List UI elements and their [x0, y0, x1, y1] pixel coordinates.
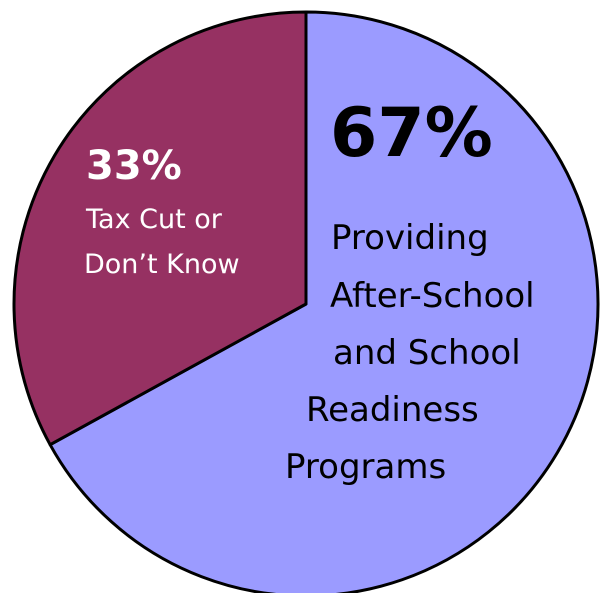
pie-slice-small [12, 10, 308, 447]
slice-category-label-large: Providing After-School and School Readin… [285, 218, 535, 487]
pie-slices [12, 10, 600, 593]
slice-label-large-line-4: Readiness [306, 390, 479, 430]
slice-label-small-line-2: Don’t Know [84, 249, 240, 280]
pie-slice-large [48, 10, 600, 593]
slice-label-large-line-5: Programs [285, 447, 446, 487]
slice-label-large-line-2: After-School [330, 276, 535, 316]
slice-category-label-small: Tax Cut or Don’t Know [84, 204, 240, 280]
slice-percent-label-large: 67% [330, 94, 493, 173]
slice-label-small-line-1: Tax Cut or [85, 204, 223, 235]
slice-label-large-line-3: and School [333, 333, 521, 373]
slice-label-large-line-1: Providing [331, 218, 489, 258]
slice-percent-label-small: 33% [86, 143, 182, 189]
